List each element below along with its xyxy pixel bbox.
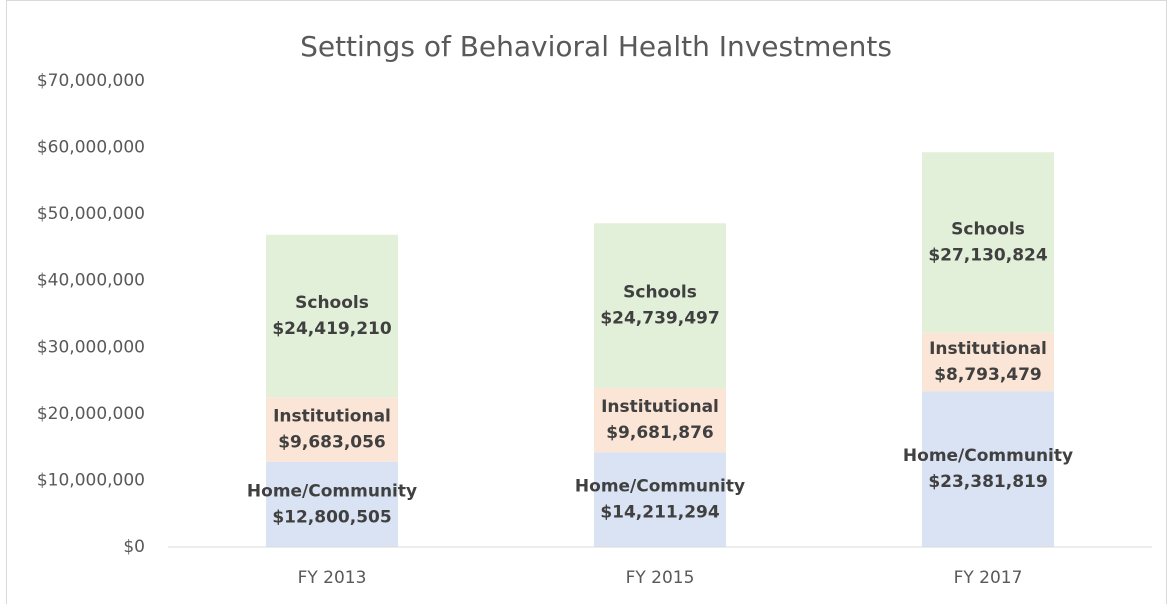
data-label: $23,381,819 [928, 472, 1047, 492]
bar-segment [594, 387, 726, 453]
y-tick-label: $30,000,000 [37, 337, 145, 357]
chart-title: Settings of Behavioral Health Investment… [300, 30, 892, 63]
data-label: $12,800,505 [272, 507, 391, 527]
y-tick-label: $70,000,000 [37, 71, 145, 91]
y-tick-label: $50,000,000 [37, 204, 145, 224]
bar-segment [922, 152, 1054, 333]
series-label: Home/Community [903, 446, 1073, 466]
y-tick-label: $10,000,000 [37, 470, 145, 490]
series-label: Schools [295, 293, 369, 313]
bar-segment [266, 397, 398, 462]
data-label: $8,793,479 [934, 365, 1042, 385]
y-tick-label: $0 [123, 537, 145, 557]
bar-segment [266, 234, 398, 398]
bar-segment [594, 452, 726, 547]
x-tick-label: FY 2013 [298, 568, 367, 588]
series-label: Institutional [929, 339, 1047, 359]
series-label: Schools [623, 283, 697, 303]
series-label: Schools [951, 219, 1025, 239]
chart-border [6, 0, 1167, 604]
series-label: Institutional [601, 397, 719, 417]
bar-segment [922, 332, 1054, 392]
y-tick-label: $60,000,000 [37, 138, 145, 158]
data-label: $9,683,056 [278, 433, 386, 453]
x-tick-label: FY 2017 [954, 568, 1023, 588]
y-tick-label: $20,000,000 [37, 404, 145, 424]
series-label: Home/Community [247, 481, 417, 501]
series-label: Institutional [273, 407, 391, 427]
bar-segment [922, 391, 1054, 547]
series-label: Home/Community [575, 477, 745, 497]
y-tick-label: $40,000,000 [37, 271, 145, 291]
bar-segment [594, 223, 726, 388]
data-label: $27,130,824 [928, 245, 1048, 265]
x-tick-label: FY 2015 [626, 568, 695, 588]
data-label: $9,681,876 [606, 423, 714, 443]
data-label: $24,419,210 [272, 319, 392, 339]
data-label: $14,211,294 [600, 503, 720, 523]
bar-segment [266, 461, 398, 547]
data-label: $24,739,497 [600, 309, 719, 329]
